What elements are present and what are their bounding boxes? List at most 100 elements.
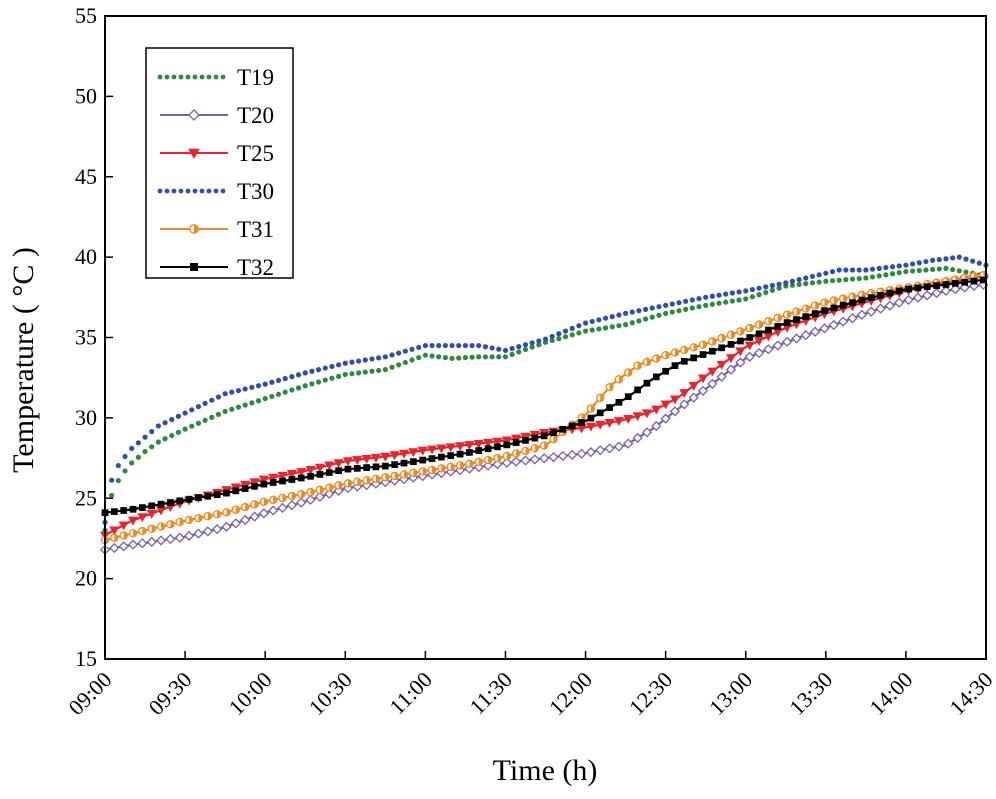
point-T31-fill xyxy=(777,314,782,322)
point-T30 xyxy=(736,289,742,295)
legend-swatch-T30 xyxy=(213,188,219,194)
point-T31-fill xyxy=(151,525,156,533)
point-T30 xyxy=(496,346,502,352)
point-T32 xyxy=(232,487,240,495)
point-T20 xyxy=(669,406,681,417)
point-T19 xyxy=(943,265,949,271)
point-T32 xyxy=(447,452,455,459)
legend-swatch-T30 xyxy=(157,188,163,194)
point-T30 xyxy=(789,278,796,284)
point-T31-fill xyxy=(273,496,277,504)
point-T25 xyxy=(445,443,456,453)
point-T20 xyxy=(950,284,961,295)
point-T19 xyxy=(396,362,402,368)
y-tick-label: 45 xyxy=(75,164,97,189)
point-T32 xyxy=(223,489,230,497)
point-T19 xyxy=(889,271,896,277)
point-T32 xyxy=(391,461,399,468)
point-T32 xyxy=(540,432,548,440)
point-T19 xyxy=(295,385,302,391)
point-T32 xyxy=(167,499,174,506)
point-T20 xyxy=(324,488,335,499)
point-T32 xyxy=(662,367,669,375)
point-T32 xyxy=(297,474,305,482)
legend-marker-T31-fill xyxy=(194,224,199,234)
point-T19 xyxy=(462,354,469,361)
legend-marker-T20 xyxy=(188,109,200,121)
point-T30 xyxy=(663,302,669,308)
point-T20 xyxy=(688,392,699,403)
point-T32 xyxy=(615,398,623,406)
point-T25 xyxy=(641,409,653,419)
point-T20 xyxy=(604,443,615,454)
point-T32 xyxy=(961,278,969,286)
point-T31-fill xyxy=(525,447,530,455)
point-T32 xyxy=(737,337,744,345)
series-T32 xyxy=(101,276,987,517)
point-T30 xyxy=(456,342,462,349)
point-T20 xyxy=(548,451,559,463)
point-T19 xyxy=(849,276,856,282)
point-T30 xyxy=(536,338,542,344)
point-T30 xyxy=(656,304,662,310)
point-T19 xyxy=(155,439,161,445)
point-T32 xyxy=(148,502,156,510)
point-T20 xyxy=(146,536,157,547)
point-T19 xyxy=(162,436,168,442)
point-T19 xyxy=(869,274,876,280)
point-T31-fill xyxy=(254,500,259,509)
point-T19 xyxy=(302,383,308,389)
point-T20 xyxy=(716,371,727,382)
point-T30 xyxy=(202,400,208,407)
point-T31-fill xyxy=(179,518,184,526)
point-T20 xyxy=(725,364,737,375)
point-T20 xyxy=(828,319,839,331)
point-T30 xyxy=(743,288,749,294)
point-T31-fill xyxy=(824,298,829,307)
point-T31-fill xyxy=(235,506,240,514)
point-T19 xyxy=(669,309,675,315)
point-T30 xyxy=(342,360,348,366)
point-T30 xyxy=(756,285,762,291)
point-T31-fill xyxy=(843,295,847,303)
legend-swatch-T19 xyxy=(206,74,212,80)
point-T19 xyxy=(956,268,962,274)
point-T19 xyxy=(349,371,355,377)
legend-swatch-T19 xyxy=(171,74,177,80)
point-T31-fill xyxy=(516,449,520,458)
point-T20 xyxy=(894,297,905,308)
point-T20 xyxy=(884,300,896,311)
point-T19 xyxy=(776,285,782,291)
point-T30 xyxy=(622,310,629,316)
point-T19 xyxy=(409,357,415,363)
point-T19 xyxy=(335,373,342,379)
point-T32 xyxy=(634,386,641,394)
point-T30 xyxy=(849,267,856,273)
point-T31-fill xyxy=(609,383,614,391)
point-T20 xyxy=(819,323,830,334)
point-T32 xyxy=(858,296,866,304)
point-T31-fill xyxy=(544,442,548,450)
point-T19 xyxy=(689,305,695,311)
point-T32 xyxy=(475,447,483,454)
point-T19 xyxy=(135,454,141,460)
point-T30 xyxy=(376,355,382,361)
point-T32 xyxy=(353,464,361,472)
point-T30 xyxy=(876,265,882,271)
point-T32 xyxy=(120,507,128,514)
point-T30 xyxy=(269,379,275,385)
legend-swatch-T30 xyxy=(164,188,170,194)
point-T32 xyxy=(307,472,314,480)
point-T31-fill xyxy=(460,461,464,469)
point-T30 xyxy=(309,368,315,374)
point-T30 xyxy=(856,267,862,273)
point-T32 xyxy=(923,283,931,291)
point-T25 xyxy=(146,509,157,519)
point-T32 xyxy=(877,292,884,299)
point-T25 xyxy=(277,471,288,481)
point-T20 xyxy=(613,441,625,452)
point-T20 xyxy=(286,500,297,511)
point-T30 xyxy=(729,290,735,296)
point-T31-fill xyxy=(684,346,688,354)
point-T19 xyxy=(369,368,375,374)
